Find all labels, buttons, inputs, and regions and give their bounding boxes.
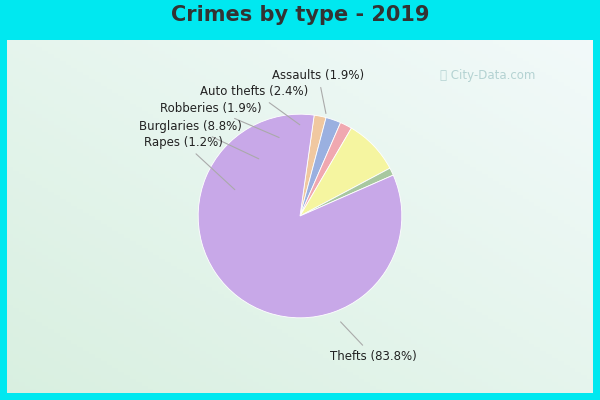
Text: Burglaries (8.8%): Burglaries (8.8%) bbox=[139, 120, 259, 159]
Text: Robberies (1.9%): Robberies (1.9%) bbox=[160, 102, 279, 138]
Text: ⓘ City-Data.com: ⓘ City-Data.com bbox=[440, 68, 536, 82]
Text: Thefts (83.8%): Thefts (83.8%) bbox=[330, 322, 416, 363]
Text: Crimes by type - 2019: Crimes by type - 2019 bbox=[171, 5, 429, 25]
Bar bbox=[7, 40, 593, 393]
Wedge shape bbox=[300, 118, 341, 216]
Text: Rapes (1.2%): Rapes (1.2%) bbox=[145, 136, 235, 190]
Wedge shape bbox=[300, 115, 326, 216]
Text: Auto thefts (2.4%): Auto thefts (2.4%) bbox=[200, 85, 308, 125]
Wedge shape bbox=[198, 114, 402, 318]
Wedge shape bbox=[300, 123, 352, 216]
Wedge shape bbox=[300, 128, 390, 216]
Wedge shape bbox=[300, 168, 393, 216]
Text: Assaults (1.9%): Assaults (1.9%) bbox=[272, 69, 364, 114]
